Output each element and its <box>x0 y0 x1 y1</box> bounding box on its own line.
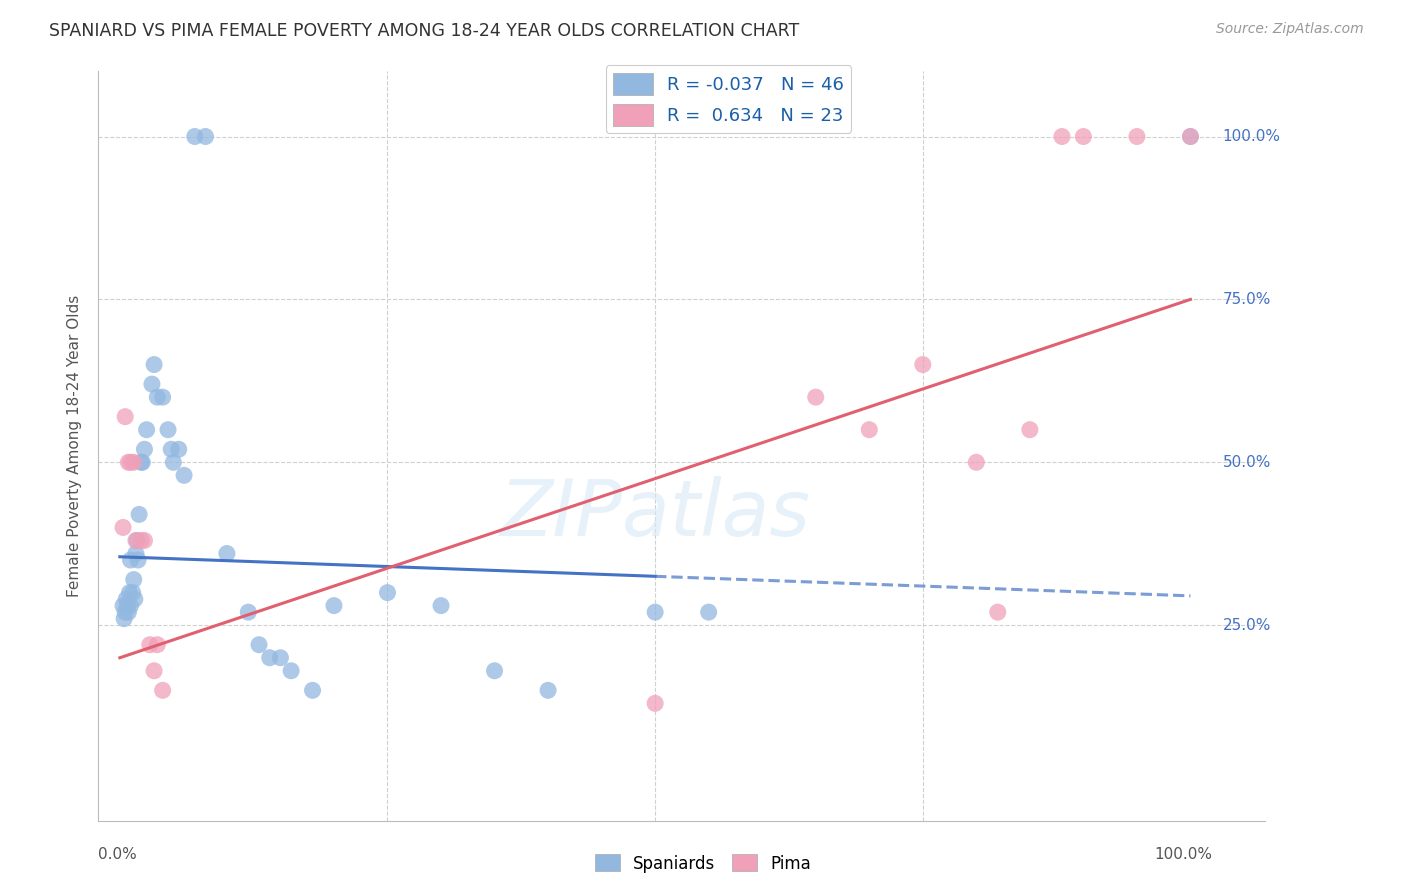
Text: 25.0%: 25.0% <box>1223 617 1271 632</box>
Point <box>127 553 149 567</box>
Point <box>215 547 238 561</box>
Point <box>238 605 260 619</box>
Point <box>644 697 666 711</box>
Point <box>134 442 156 457</box>
Point <box>162 455 184 469</box>
Point <box>247 638 270 652</box>
Point <box>125 547 148 561</box>
Point <box>965 455 987 469</box>
Point <box>1180 129 1202 144</box>
Text: ZIPatlas: ZIPatlas <box>499 476 811 552</box>
Point <box>124 592 146 607</box>
Point <box>152 390 174 404</box>
Point <box>134 533 156 548</box>
Point <box>118 585 141 599</box>
Point <box>194 129 217 144</box>
Point <box>122 573 145 587</box>
Point <box>121 585 143 599</box>
Point <box>117 599 139 613</box>
Point <box>117 455 139 469</box>
Point <box>120 553 142 567</box>
Point <box>146 390 169 404</box>
Point <box>430 599 453 613</box>
Point <box>143 358 166 372</box>
Text: 50.0%: 50.0% <box>1223 455 1271 470</box>
Point <box>122 455 145 469</box>
Point <box>804 390 827 404</box>
Point <box>1126 129 1149 144</box>
Text: 100.0%: 100.0% <box>1223 129 1281 144</box>
Point <box>301 683 323 698</box>
Point <box>377 585 399 599</box>
Point <box>139 638 162 652</box>
Point <box>129 533 152 548</box>
Point <box>1073 129 1095 144</box>
Point <box>141 377 163 392</box>
Point <box>269 650 291 665</box>
Point <box>160 442 183 457</box>
Point <box>1180 129 1202 144</box>
Point <box>117 605 139 619</box>
Point <box>858 423 880 437</box>
Text: 0.0%: 0.0% <box>98 847 138 862</box>
Point <box>697 605 720 619</box>
Point <box>120 455 142 469</box>
Point <box>143 664 166 678</box>
Text: Source: ZipAtlas.com: Source: ZipAtlas.com <box>1216 22 1364 37</box>
Point <box>125 533 148 548</box>
Point <box>1018 423 1040 437</box>
Point <box>112 612 135 626</box>
Text: 100.0%: 100.0% <box>1154 847 1212 862</box>
Point <box>1050 129 1073 144</box>
Point <box>120 599 142 613</box>
Point <box>135 423 157 437</box>
Y-axis label: Female Poverty Among 18-24 Year Olds: Female Poverty Among 18-24 Year Olds <box>67 295 83 597</box>
Point <box>537 683 560 698</box>
Point <box>112 520 135 534</box>
Point <box>644 605 666 619</box>
Point <box>323 599 346 613</box>
Point <box>131 455 153 469</box>
Point <box>987 605 1010 619</box>
Point <box>125 533 148 548</box>
Point <box>114 409 136 424</box>
Point <box>129 455 152 469</box>
Point <box>280 664 302 678</box>
Point <box>146 638 169 652</box>
Point <box>152 683 174 698</box>
Point <box>167 442 190 457</box>
Legend: Spaniards, Pima: Spaniards, Pima <box>588 847 818 880</box>
Point <box>112 599 135 613</box>
Point <box>484 664 506 678</box>
Point <box>259 650 281 665</box>
Point <box>115 592 138 607</box>
Point <box>156 423 179 437</box>
Point <box>128 508 150 522</box>
Legend: R = -0.037   N = 46, R =  0.634   N = 23: R = -0.037 N = 46, R = 0.634 N = 23 <box>606 65 851 133</box>
Point <box>173 468 195 483</box>
Text: SPANIARD VS PIMA FEMALE POVERTY AMONG 18-24 YEAR OLDS CORRELATION CHART: SPANIARD VS PIMA FEMALE POVERTY AMONG 18… <box>49 22 800 40</box>
Text: 75.0%: 75.0% <box>1223 292 1271 307</box>
Point <box>114 605 136 619</box>
Point <box>184 129 207 144</box>
Point <box>911 358 934 372</box>
